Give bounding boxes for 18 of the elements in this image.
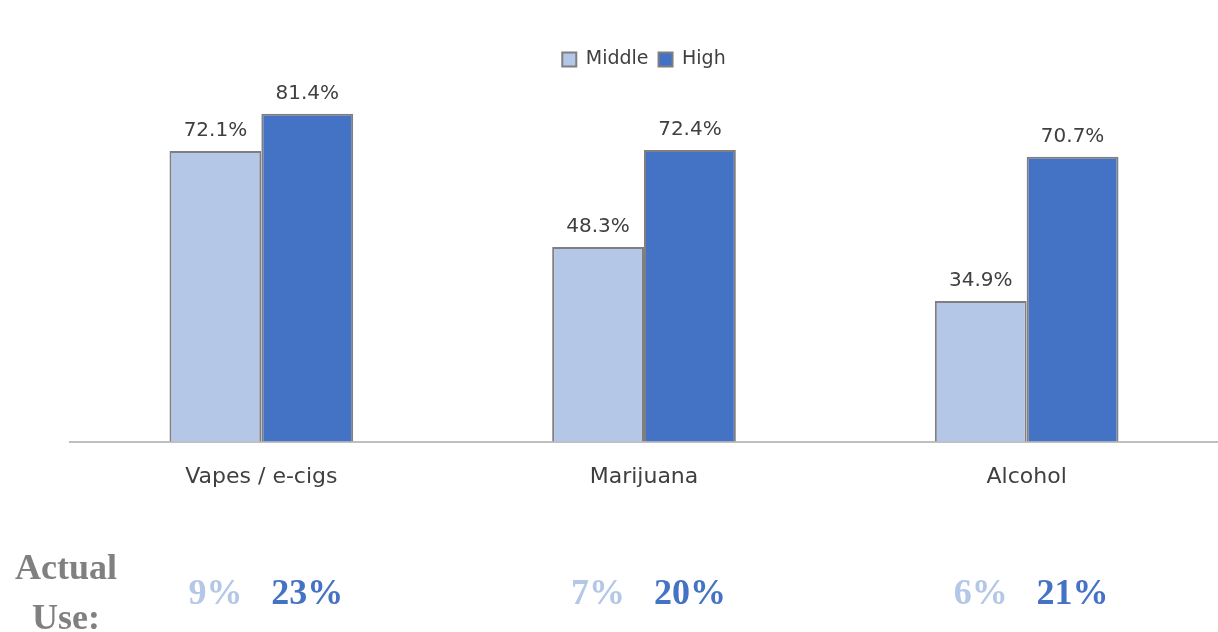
text: 23%: [271, 572, 344, 613]
text: 20%: [653, 572, 726, 613]
data-label: 48.3%: [566, 213, 630, 238]
data-label: 72.1%: [183, 117, 248, 142]
x-tick-label: Alcohol: [986, 462, 1067, 488]
text: Actual Use:: [15, 547, 117, 632]
text: 21%: [1036, 572, 1109, 613]
legend-label: High: [682, 46, 726, 69]
text: 9%: [188, 572, 243, 613]
data-label: 34.9%: [948, 267, 1013, 292]
legend-label: Middle: [585, 46, 649, 69]
data-label: 70.7%: [1040, 122, 1105, 147]
x-tick-label: Vapes / e-cigs: [185, 462, 338, 488]
x-tick-label: Marijuana: [589, 462, 699, 488]
text: 7%: [571, 572, 626, 613]
text: 6%: [953, 572, 1008, 613]
data-label: 72.4%: [658, 116, 722, 141]
data-label: 81.4%: [275, 79, 340, 104]
